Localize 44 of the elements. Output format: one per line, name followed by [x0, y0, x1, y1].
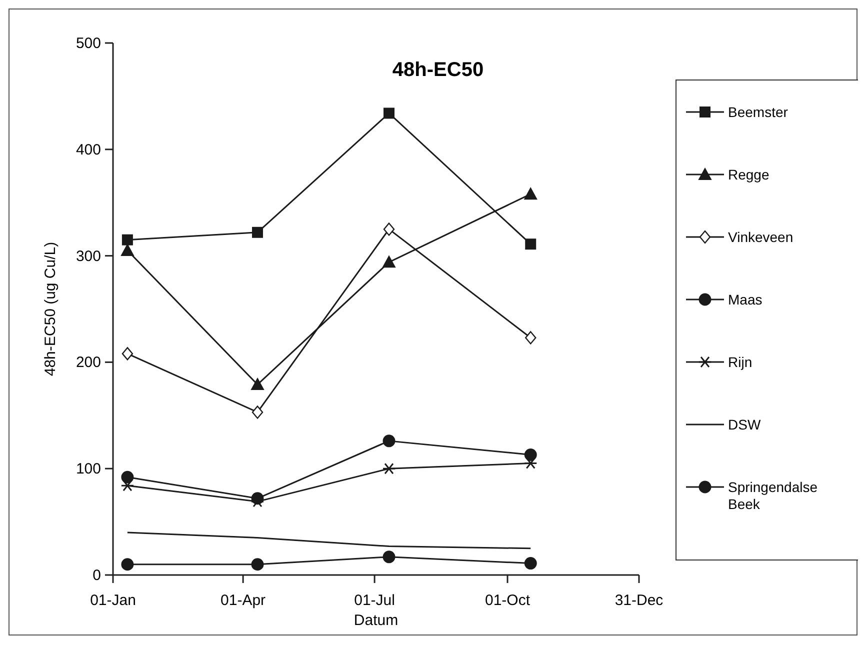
- point: [524, 188, 538, 200]
- point: [120, 480, 134, 492]
- legend-label: Beemster: [728, 104, 788, 120]
- x-tick-label: 01-Jan: [90, 592, 136, 609]
- point: [252, 406, 264, 419]
- point: [382, 462, 396, 474]
- point: [524, 458, 538, 470]
- y-tick-label: 100: [76, 460, 101, 478]
- x-tick-label: 31-Dec: [614, 592, 664, 609]
- y-axis-title: 48h-EC50 (ug Cu/L): [42, 242, 59, 376]
- point: [122, 234, 133, 246]
- point: [383, 222, 395, 236]
- legend-label: Vinkeveen: [728, 229, 794, 245]
- point: [251, 558, 264, 571]
- y-tick-label: 200: [76, 354, 101, 372]
- legend-label: Springendalse Beek: [728, 479, 818, 512]
- text: 48h-EC50: [392, 59, 484, 81]
- point: [252, 226, 264, 238]
- y-tick-label: 0: [92, 567, 101, 584]
- legend-label: Maas: [728, 292, 762, 308]
- legend-label: Rijn: [728, 354, 752, 370]
- point: [525, 238, 536, 250]
- x-axis-title: Datum: [354, 612, 398, 629]
- point: [382, 434, 396, 448]
- point: [524, 448, 537, 462]
- y-tick-label: 500: [76, 35, 101, 52]
- y-tick-label: 400: [76, 141, 101, 158]
- point: [120, 244, 134, 256]
- point: [121, 470, 134, 484]
- point: [384, 108, 395, 119]
- x-tick-label: 01-Jul: [354, 592, 395, 609]
- point: [382, 256, 396, 268]
- legend-label: Regge: [728, 166, 770, 182]
- line-series: [126, 532, 532, 550]
- y-tick-label: 300: [76, 248, 101, 265]
- legend-label: DSW: [728, 416, 762, 432]
- x-tick-label: 01-Oct: [484, 592, 531, 609]
- point: [525, 331, 536, 344]
- point: [122, 347, 134, 360]
- x-tick-label: 01-Apr: [220, 592, 266, 609]
- point: [524, 557, 537, 570]
- point: [121, 558, 134, 571]
- point: [251, 378, 264, 390]
- point: [382, 550, 396, 564]
